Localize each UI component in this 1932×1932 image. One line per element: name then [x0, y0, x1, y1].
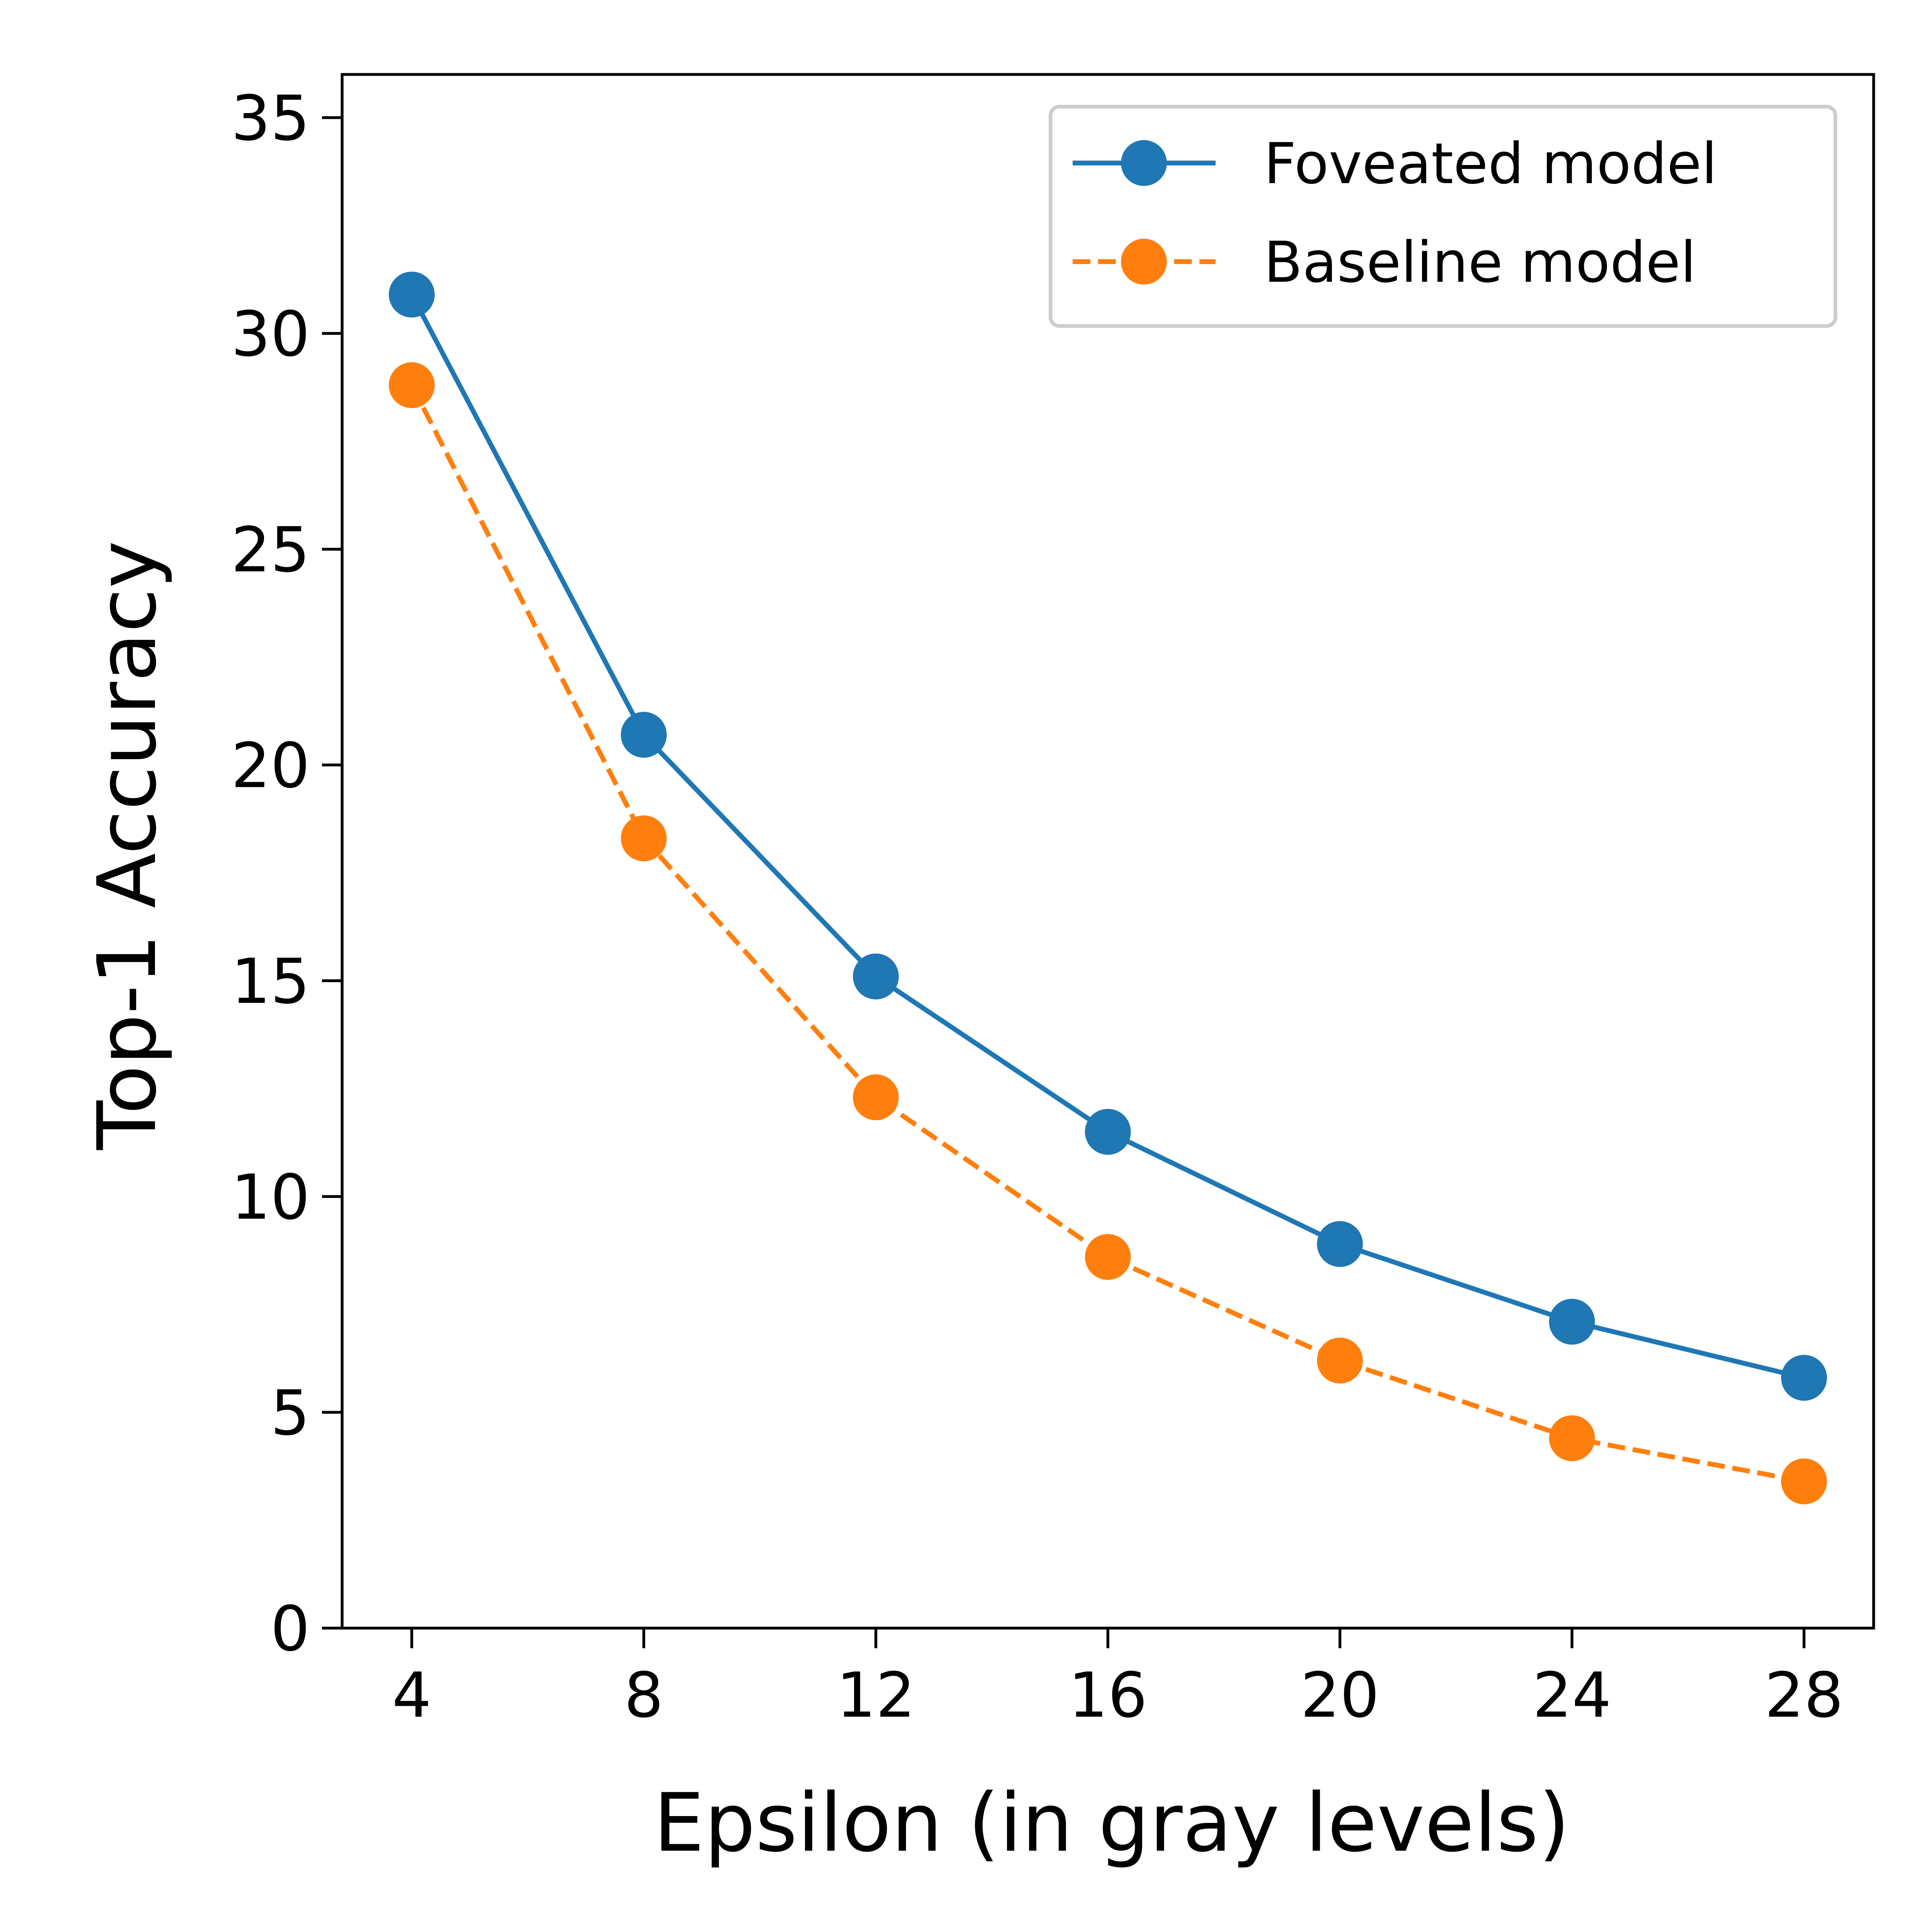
data-point [852, 953, 899, 999]
y-tick-label: 15 [231, 946, 310, 1018]
legend-label: Baseline model [1264, 230, 1696, 295]
legend-label: Foveated model [1264, 131, 1717, 197]
data-point [1317, 1338, 1363, 1384]
data-point [1781, 1458, 1827, 1505]
x-tick-label: 28 [1765, 1660, 1843, 1732]
x-tick-label: 24 [1533, 1660, 1612, 1732]
y-tick-label: 35 [231, 83, 310, 155]
legend-entry: Baseline model [1073, 230, 1696, 295]
data-point [1549, 1298, 1595, 1345]
y-axis-ticks: 0 5 10 15 20 25 30 35 [231, 83, 342, 1665]
x-axis-label: Epsilon (in gray levels) [654, 1776, 1570, 1870]
y-axis-label: Top-1 Accuracy [80, 541, 174, 1150]
y-tick-label: 20 [231, 730, 310, 802]
data-point [1085, 1234, 1131, 1280]
x-tick-label: 8 [624, 1660, 663, 1732]
series-line [409, 384, 1805, 1484]
data-point [621, 712, 667, 758]
y-tick-label: 30 [231, 298, 310, 370]
legend-entry: Foveated model [1073, 131, 1717, 197]
legend-marker [1121, 239, 1167, 285]
x-tick-label: 4 [392, 1660, 431, 1732]
data-point [621, 815, 667, 861]
data-point [1085, 1108, 1131, 1155]
legend-box [1049, 105, 1837, 328]
legend: Foveated model Baseline model [1049, 105, 1837, 328]
x-tick-label: 20 [1300, 1660, 1379, 1732]
x-axis-ticks: 4 8 12 16 20 24 28 [392, 1628, 1843, 1732]
y-tick-label: 0 [270, 1593, 310, 1665]
data-point [852, 1074, 899, 1121]
data-point [1549, 1415, 1595, 1461]
data-point [1781, 1355, 1827, 1401]
y-tick-label: 5 [270, 1377, 310, 1449]
data-point [388, 362, 435, 408]
data-series [388, 271, 1827, 1505]
legend-marker [1121, 140, 1167, 186]
y-tick-label: 10 [231, 1162, 310, 1234]
series-foveated-model [388, 271, 1827, 1401]
data-point [1317, 1221, 1363, 1267]
y-tick-label: 25 [231, 514, 310, 586]
series-baseline-model [388, 362, 1827, 1505]
x-tick-label: 16 [1069, 1660, 1148, 1732]
x-tick-label: 12 [836, 1660, 915, 1732]
data-point [388, 271, 435, 318]
series-line [409, 293, 1805, 1380]
